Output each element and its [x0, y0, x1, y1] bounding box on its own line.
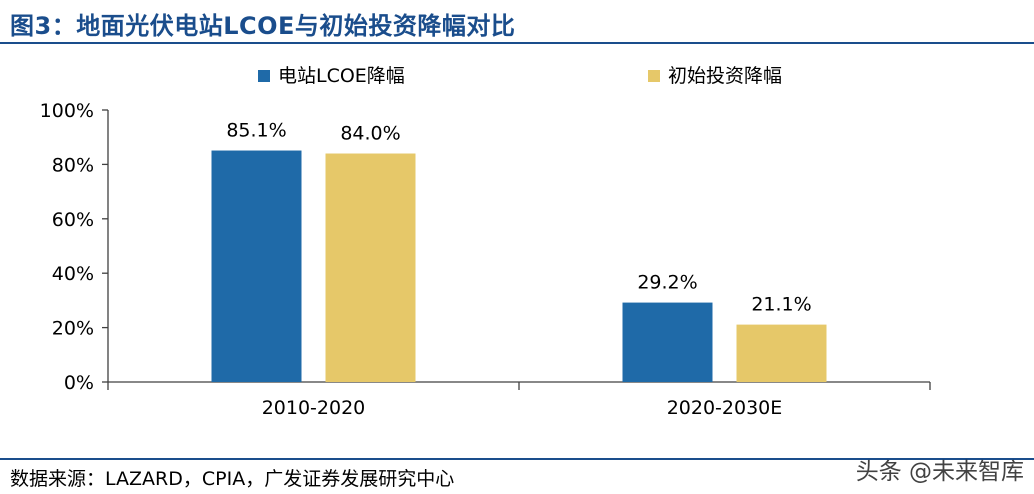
bar-lcoe [211, 150, 302, 382]
y-tick-label: 40% [52, 263, 94, 285]
legend-label: 初始投资降幅 [668, 65, 782, 87]
bar-chart: 0% 20% 40% 60% 80% 100% 85.1% 84.0% 2010-2020 29.… [40, 65, 931, 419]
data-label: 84.0% [340, 123, 400, 145]
bar-investment [736, 324, 827, 382]
title-divider [0, 42, 1034, 44]
bar-lcoe [622, 302, 713, 382]
bar-investment [325, 153, 416, 382]
source-note: 数据来源：LAZARD，CPIA，广发证券发展研究中心 [10, 468, 455, 490]
y-tick-label: 20% [52, 318, 94, 340]
data-label: 21.1% [751, 294, 811, 316]
footer-divider [0, 458, 1034, 460]
y-tick-label: 0% [64, 372, 94, 394]
y-tick-label: 100% [40, 100, 94, 122]
legend-label: 电站LCOE降幅 [278, 65, 405, 87]
y-tick-label: 80% [52, 154, 94, 176]
x-tick-label: 2010-2020 [262, 397, 366, 419]
watermark: 头条 @未来智库 [855, 459, 1024, 485]
x-tick-label: 2020-2030E [667, 397, 783, 419]
y-tick-label: 60% [52, 209, 94, 231]
legend-swatch [648, 70, 660, 82]
legend-swatch [258, 70, 270, 82]
chart-title: 图3：地面光伏电站LCOE与初始投资降幅对比 [10, 12, 516, 40]
data-label: 85.1% [226, 120, 286, 142]
data-label: 29.2% [637, 272, 697, 294]
